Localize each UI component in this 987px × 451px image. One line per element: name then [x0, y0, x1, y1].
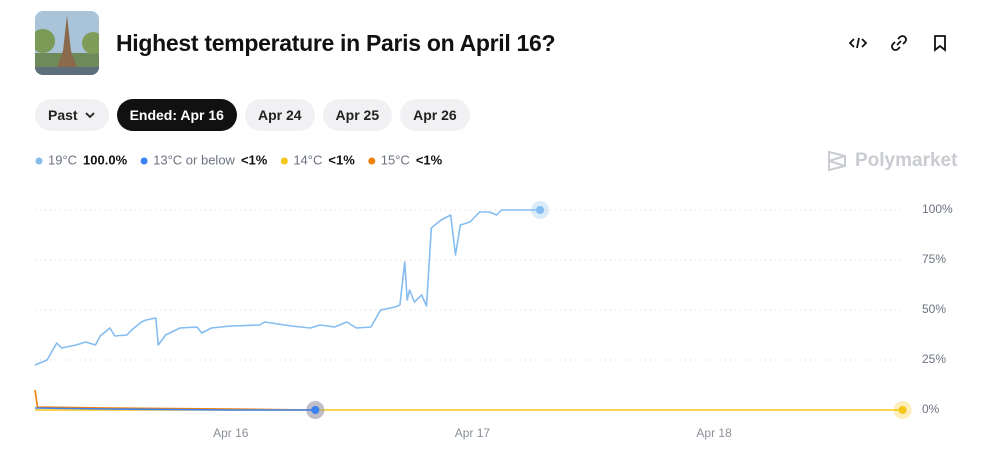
- legend-value: 100.0%: [83, 152, 128, 167]
- end-point: [311, 406, 320, 414]
- tab[interactable]: Apr 25: [322, 99, 393, 131]
- x-tick-label: Apr 16: [213, 426, 249, 440]
- y-tick-label: 25%: [922, 352, 946, 366]
- tab-label: Past: [48, 107, 78, 123]
- y-tick-label: 100%: [922, 202, 953, 216]
- legend-name: 19°C: [48, 152, 77, 167]
- series-line: [34, 389, 316, 411]
- x-tick-label: Apr 18: [696, 426, 732, 440]
- series-line: [34, 407, 316, 411]
- legend-dot: [368, 157, 376, 165]
- legend-dot: [280, 157, 288, 165]
- y-tick-label: 0%: [922, 402, 940, 416]
- end-point: [536, 206, 545, 214]
- market-image: [35, 11, 99, 75]
- legend-value: <1%: [328, 152, 355, 167]
- tab[interactable]: Ended: Apr 16: [116, 99, 237, 131]
- legend-dot: [35, 157, 43, 165]
- brand-logo: Polymarket: [826, 150, 957, 172]
- date-tabs: Past Ended: Apr 16 Apr 24 Apr 25 Apr 26: [35, 99, 470, 131]
- legend-dot: [140, 157, 148, 165]
- bookmark-button[interactable]: [930, 33, 950, 53]
- tab[interactable]: Apr 24: [244, 99, 315, 131]
- tab[interactable]: Apr 26: [400, 99, 470, 131]
- y-tick-label: 50%: [922, 302, 946, 316]
- brand-name: Polymarket: [855, 150, 958, 171]
- chevron: [84, 112, 95, 119]
- legend-value: <1%: [416, 152, 443, 167]
- logo-icon: [828, 150, 846, 172]
- eiffel-image: [35, 11, 99, 75]
- market-title: Highest temperature in Paris on April 16…: [116, 30, 556, 56]
- end-point: [898, 406, 907, 414]
- embed-button[interactable]: [848, 33, 868, 53]
- link-button[interactable]: [889, 33, 909, 53]
- series-line: [34, 209, 541, 366]
- x-tick-label: Apr 17: [455, 426, 491, 440]
- legend-name: 15°C: [381, 152, 410, 167]
- legend-name: 14°C: [293, 152, 322, 167]
- legend-value: <1%: [241, 152, 268, 167]
- tab-past[interactable]: Past: [35, 99, 109, 131]
- y-tick-label: 75%: [922, 252, 946, 266]
- legend-name: 13°C or below: [153, 152, 235, 167]
